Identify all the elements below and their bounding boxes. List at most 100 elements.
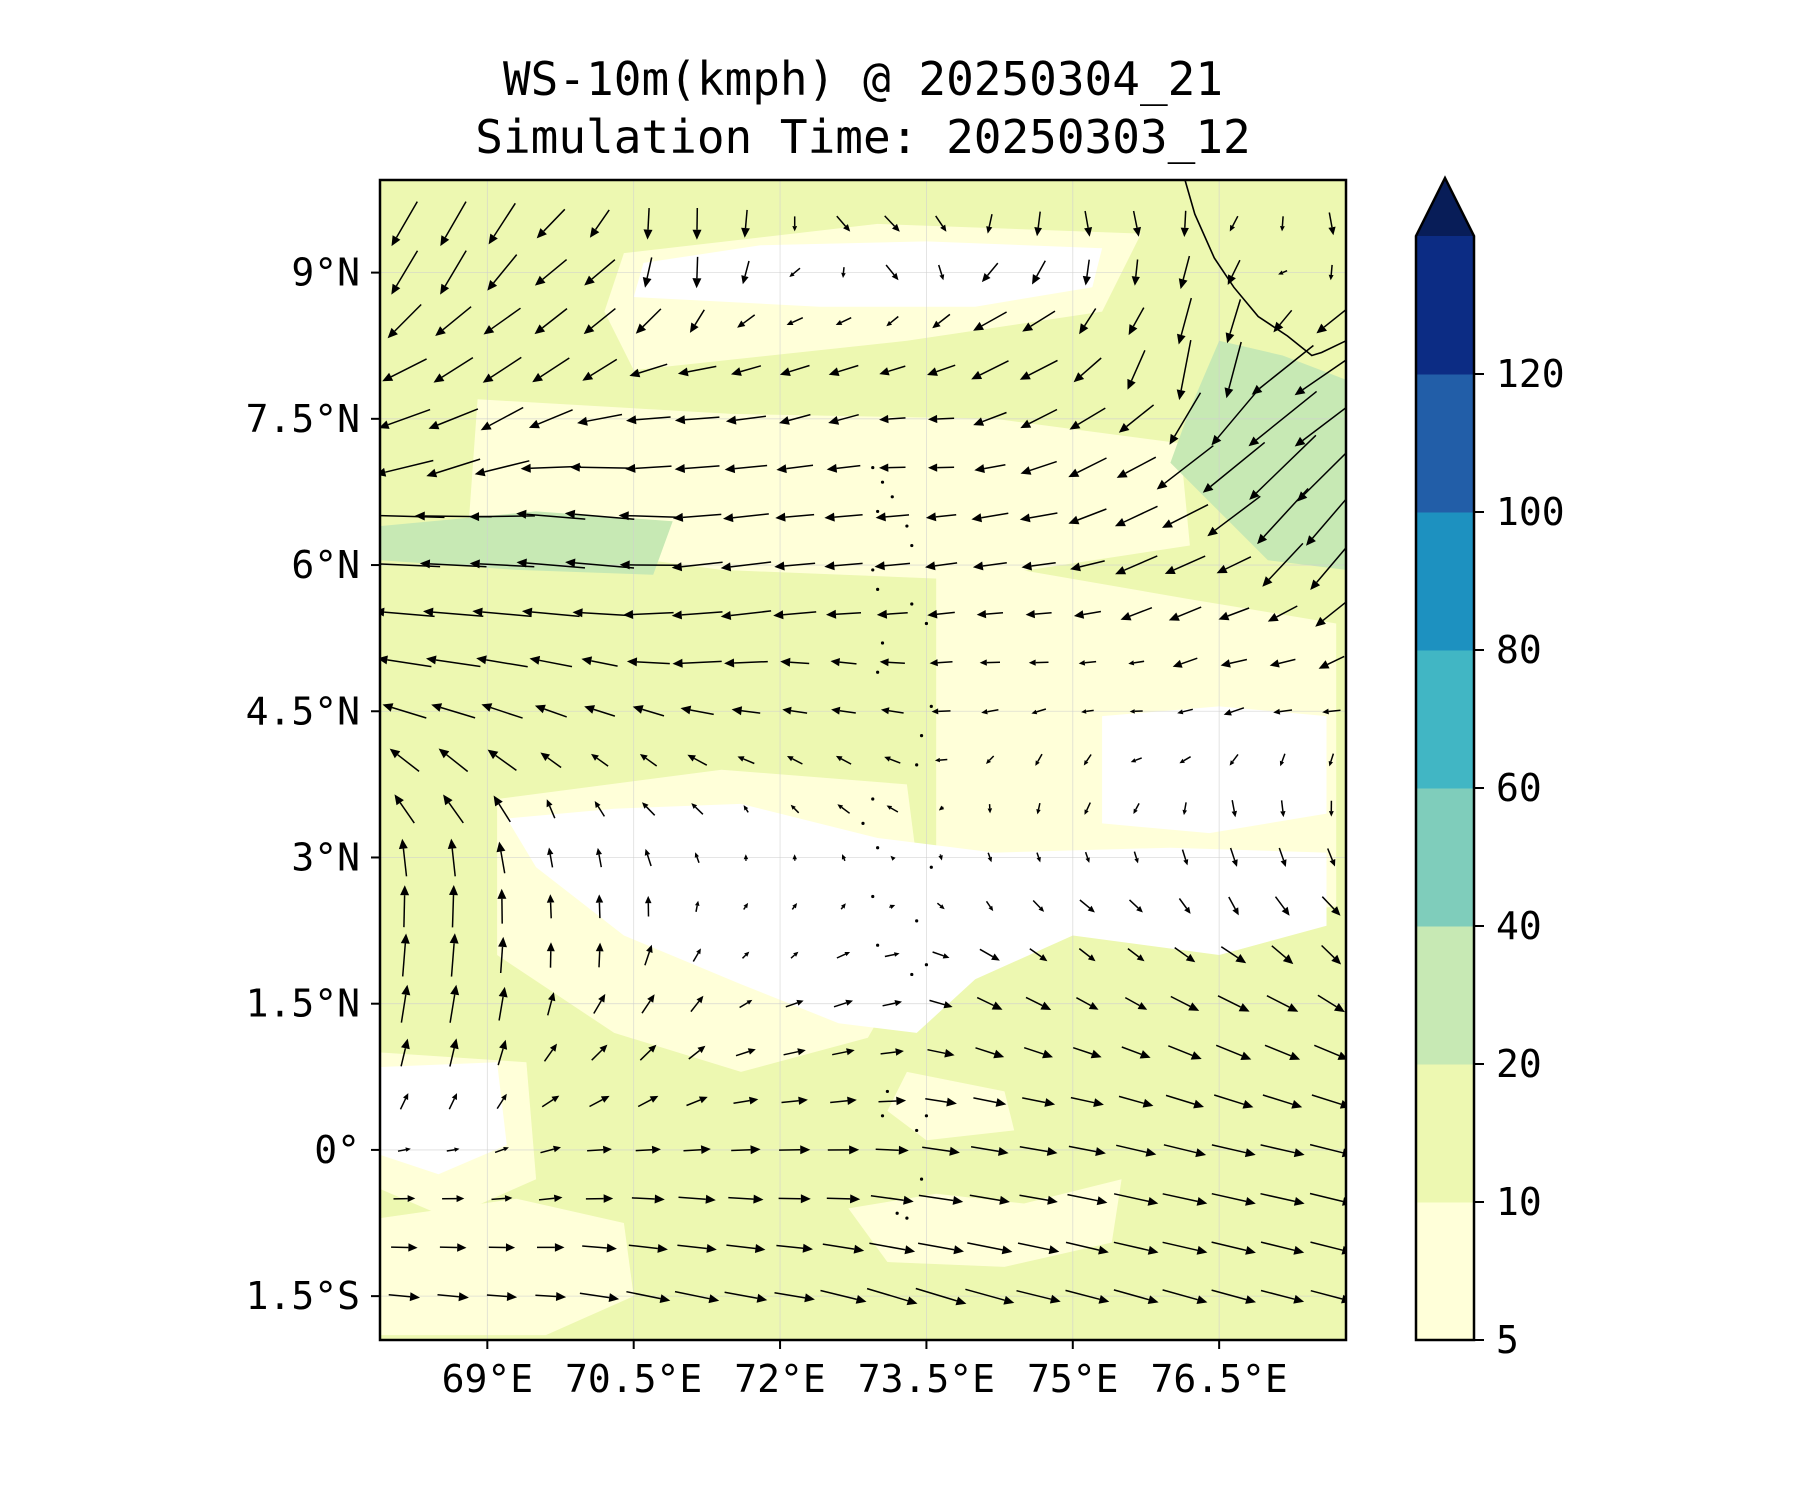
wind-vector-head xyxy=(1318,660,1330,669)
colorbar-segment xyxy=(1416,650,1474,789)
wind-vector-head xyxy=(426,468,438,478)
wind-vector-shaft xyxy=(547,757,562,769)
wind-vector-shaft xyxy=(1262,1094,1293,1106)
wind-vector-shaft xyxy=(591,308,616,329)
wind-vector xyxy=(938,805,945,811)
wind-vector-shaft xyxy=(586,413,623,422)
wind-vector xyxy=(725,415,766,425)
wind-vector xyxy=(579,1292,620,1302)
wind-vector-head xyxy=(391,283,401,295)
wind-vector-head xyxy=(476,655,487,665)
wind-vector-head xyxy=(516,509,527,519)
wind-vector xyxy=(971,512,1009,523)
wind-vector-shaft xyxy=(682,513,722,519)
wind-vector-shaft xyxy=(1184,210,1187,228)
wind-vector xyxy=(1182,802,1187,816)
wind-vector-shaft xyxy=(1017,1242,1050,1251)
island-dot xyxy=(924,621,929,626)
wind-vector xyxy=(885,264,899,281)
wind-vector-shaft xyxy=(596,757,609,767)
wind-vector-shaft xyxy=(1029,948,1042,958)
wind-vector-head xyxy=(398,838,408,850)
wind-vector-shaft xyxy=(549,854,554,868)
wind-vector-head xyxy=(1038,906,1045,912)
wind-vector-shaft xyxy=(637,1098,652,1108)
wind-vector-head xyxy=(1042,1049,1053,1059)
wind-vector-head xyxy=(547,847,554,856)
wind-vector-head xyxy=(528,419,540,429)
wind-vector xyxy=(498,936,507,974)
colorbar-segment xyxy=(1416,926,1474,1065)
wind-vector xyxy=(937,264,945,281)
wind-vector-shaft xyxy=(1323,308,1346,328)
wind-vector xyxy=(1249,434,1317,500)
wind-vector xyxy=(1297,451,1346,502)
wind-vector-head xyxy=(697,1045,706,1054)
wind-vector-shaft xyxy=(687,365,717,373)
wind-vector-head xyxy=(800,1194,811,1204)
wind-vector-shaft xyxy=(1173,392,1202,437)
wind-vector xyxy=(720,610,772,620)
wind-vector xyxy=(632,705,665,717)
wind-vector-head xyxy=(696,948,701,955)
wind-vector xyxy=(481,703,523,719)
island-dot xyxy=(871,894,875,899)
wind-vector-shaft xyxy=(646,854,652,867)
wind-vector xyxy=(774,1292,815,1303)
wind-vector-head xyxy=(1070,562,1081,572)
wind-vector-head xyxy=(743,902,749,909)
wind-vector-head xyxy=(925,512,937,522)
wind-vector-head xyxy=(1211,434,1222,446)
wind-vector-shaft xyxy=(394,303,422,332)
wind-vector xyxy=(831,706,856,715)
wind-vector-shaft xyxy=(726,1244,756,1250)
wind-vector-shaft xyxy=(1314,1044,1340,1057)
wind-vector xyxy=(1078,948,1096,962)
wind-vector-shaft xyxy=(494,1148,505,1154)
wind-vector xyxy=(1084,851,1090,863)
wind-vector-shaft xyxy=(1123,505,1158,523)
wind-vector-shaft xyxy=(1213,1094,1245,1106)
wind-vector xyxy=(1315,601,1346,627)
wind-vector xyxy=(917,1242,964,1255)
wind-vector xyxy=(1264,1044,1301,1060)
wind-vector xyxy=(474,460,530,477)
wind-vector xyxy=(483,307,521,335)
wind-vector-head xyxy=(849,1145,860,1155)
wind-vector-head xyxy=(1316,323,1327,334)
wind-vector-shaft xyxy=(889,758,901,764)
wind-vector xyxy=(672,658,722,668)
wind-vector xyxy=(925,561,958,571)
wind-vector-head xyxy=(879,658,889,667)
wind-vector-shaft xyxy=(918,1194,954,1202)
wind-vector xyxy=(731,706,761,716)
wind-vector xyxy=(786,317,804,325)
wind-vector xyxy=(1269,658,1296,668)
wind-vector-head xyxy=(608,1293,620,1302)
wind-vector xyxy=(878,1096,907,1106)
wind-vector-shaft xyxy=(1210,441,1266,488)
island-dot xyxy=(876,670,880,674)
wind-vector-shaft xyxy=(1280,800,1284,812)
wind-vector xyxy=(1131,259,1140,286)
wind-vector-head xyxy=(952,1196,964,1205)
wind-vector xyxy=(678,1194,716,1204)
wind-vector xyxy=(435,306,472,336)
wind-vector xyxy=(629,363,668,378)
wind-vector xyxy=(674,415,720,425)
wind-vector xyxy=(879,463,906,472)
wind-vector-shaft xyxy=(684,465,720,470)
wind-vector-head xyxy=(691,803,698,809)
wind-vector-shaft xyxy=(491,1197,506,1201)
y-tick-label: 4.5°N xyxy=(246,689,360,733)
wind-vector-shaft xyxy=(788,413,811,422)
wind-vector-head xyxy=(1293,1148,1305,1158)
wind-vector xyxy=(1280,800,1286,818)
wind-vector xyxy=(981,262,999,283)
wind-vector-shaft xyxy=(985,612,1004,615)
wind-vector xyxy=(733,1096,759,1105)
wind-vector xyxy=(1310,546,1346,590)
wind-vector-head xyxy=(1185,953,1196,963)
wind-vector xyxy=(782,706,808,715)
wind-vector xyxy=(643,208,653,240)
